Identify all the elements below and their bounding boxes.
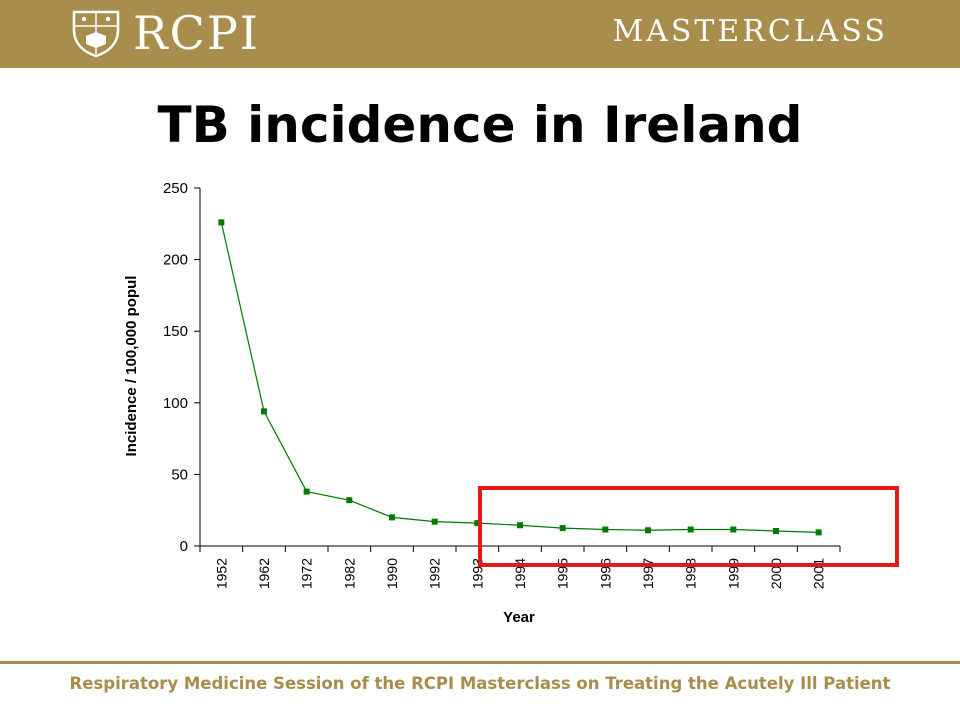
highlight-box — [478, 486, 899, 567]
y-tick-label: 0 — [180, 538, 188, 555]
x-tick-label: 1997 — [640, 558, 656, 589]
data-point — [303, 488, 310, 495]
x-tick-label: 1992 — [427, 558, 443, 589]
data-point — [218, 219, 225, 226]
y-tick-label: 50 — [171, 466, 188, 483]
data-point — [730, 526, 737, 533]
series — [218, 219, 822, 536]
data-point — [602, 526, 609, 533]
y-axis-label: Incidence / 100,000 popul — [123, 276, 140, 457]
x-tick-label: 1996 — [597, 558, 613, 589]
rcpi-crest-icon — [72, 10, 120, 58]
data-point — [559, 525, 566, 532]
y-tick-label: 150 — [163, 323, 188, 340]
x-axis-label: Year — [503, 609, 535, 626]
x-tick-label: 1990 — [384, 558, 400, 589]
x-tick-label: 1972 — [299, 558, 315, 589]
data-point — [687, 526, 694, 533]
x-tick-label: 1999 — [725, 558, 741, 589]
x-tick-label: 1962 — [256, 558, 272, 589]
data-point — [474, 520, 481, 527]
footer-text: Respiratory Medicine Session of the RCPI… — [69, 674, 891, 693]
masterclass-label: MASTERCLASS — [612, 14, 888, 49]
data-point — [389, 514, 395, 521]
brand-name: RCPI — [133, 6, 260, 60]
data-point — [431, 518, 438, 525]
data-point — [517, 522, 523, 529]
y-axis: 0 50 100 150 200 250 — [163, 180, 201, 555]
data-point — [773, 527, 779, 534]
x-tick-label: 2000 — [768, 558, 784, 589]
tb-incidence-chart: 0 50 100 150 200 250 1952 1962 1972 1982 1990 1992… — [123, 180, 899, 626]
data-point — [645, 527, 651, 534]
series-line — [220, 222, 819, 533]
x-tick-label: 1995 — [555, 558, 571, 589]
x-tick-label: 2001 — [811, 558, 827, 589]
x-tick-label: 1982 — [341, 558, 357, 589]
slide-title: TB incidence in Ireland — [157, 96, 803, 154]
axis-labels: Incidence / 100,000 popul Year — [123, 276, 535, 626]
data-point — [346, 497, 353, 504]
x-tick-label: 1998 — [683, 558, 699, 589]
x-axis: 1952 1962 1972 1982 1990 1992 1993 1994 1995 1996… — [199, 545, 841, 589]
header-banner: RCPI MASTERCLASS — [0, 0, 960, 68]
footer-rule — [0, 661, 960, 664]
x-tick-label: 1993 — [469, 558, 485, 589]
data-point — [261, 408, 267, 415]
x-tick-label: 1994 — [512, 558, 528, 589]
y-tick-label: 200 — [163, 252, 188, 269]
y-tick-label: 100 — [163, 395, 188, 412]
y-tick-label: 250 — [163, 180, 188, 197]
data-point — [815, 529, 822, 536]
x-tick-label: 1952 — [213, 558, 229, 589]
